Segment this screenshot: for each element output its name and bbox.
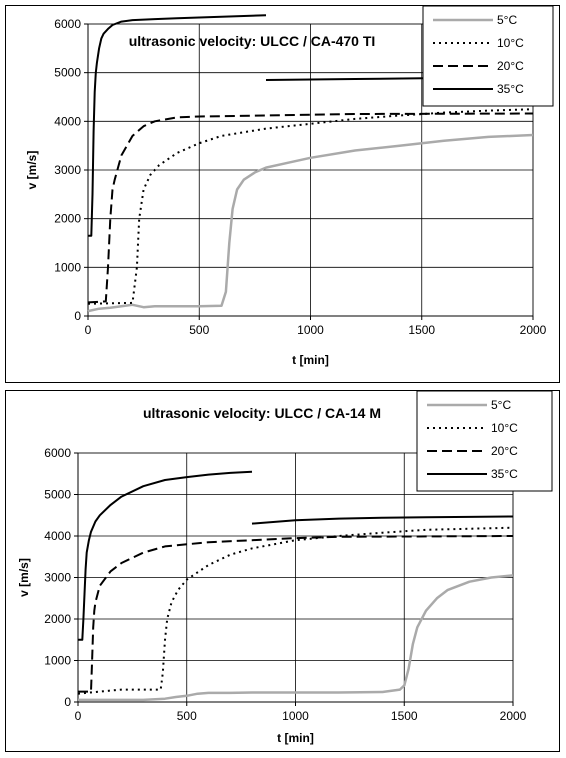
y-axis-title: v [m/s] bbox=[17, 558, 31, 597]
legend-label: 20°C bbox=[491, 444, 518, 458]
y-tick-label: 3000 bbox=[54, 163, 81, 177]
chart-panel-ca14m: 0 1000 2000 3000 4000 5000 6000 0 500 1000 1500 200… bbox=[5, 390, 560, 752]
x-axis-title: t [min] bbox=[292, 353, 329, 367]
y-tick-label: 2000 bbox=[44, 612, 71, 626]
series-line-20C bbox=[87, 112, 534, 304]
y-tick-label: 6000 bbox=[54, 17, 81, 31]
y-tick-label: 1000 bbox=[54, 260, 81, 274]
chart-title: ultrasonic velocity: ULCC / CA-14 M bbox=[143, 405, 381, 421]
x-tick-label: 1000 bbox=[282, 709, 309, 723]
y-axis-title: v [m/s] bbox=[25, 151, 39, 190]
x-tick-label: 500 bbox=[177, 709, 197, 723]
x-tick-label: 2000 bbox=[520, 323, 547, 337]
chart-svg-ca470: 0 1000 2000 3000 4000 5000 6000 0 500 1000 1500 200… bbox=[25, 6, 554, 367]
legend-label: 10°C bbox=[491, 421, 518, 435]
legend-label: 5°C bbox=[491, 398, 511, 412]
x-tick-label: 0 bbox=[75, 709, 82, 723]
y-tick-label: 5000 bbox=[44, 488, 71, 502]
x-tick-label: 0 bbox=[85, 323, 92, 337]
y-tick-label: 1000 bbox=[44, 654, 71, 668]
chart-panel-ca470: 0 1000 2000 3000 4000 5000 6000 0 500 1000 1500 200… bbox=[5, 5, 560, 383]
series-line-20C bbox=[78, 535, 514, 693]
y-tick-label: 3000 bbox=[44, 571, 71, 585]
legend-label: 35°C bbox=[491, 467, 518, 481]
legend: 5°C 10°C 20°C 35°C bbox=[416, 391, 553, 492]
series-line-5C bbox=[78, 574, 514, 702]
y-tick-label: 0 bbox=[74, 309, 81, 323]
y-tick-label: 5000 bbox=[54, 66, 81, 80]
x-tick-label: 1000 bbox=[297, 323, 324, 337]
chart-svg-ca14m: 0 1000 2000 3000 4000 5000 6000 0 500 1000 1500 200… bbox=[17, 391, 553, 745]
legend-label: 20°C bbox=[497, 59, 524, 73]
x-tick-label: 1500 bbox=[408, 323, 435, 337]
series-line-35C bbox=[78, 470, 514, 641]
legend: 5°C 10°C 20°C 35°C bbox=[422, 6, 554, 107]
y-tick-label: 0 bbox=[64, 695, 71, 709]
y-tick-label: 4000 bbox=[44, 529, 71, 543]
legend-label: 35°C bbox=[497, 82, 524, 96]
x-tick-label: 500 bbox=[189, 323, 209, 337]
chart-title: ultrasonic velocity: ULCC / CA-470 TI bbox=[129, 33, 376, 49]
legend-label: 5°C bbox=[497, 13, 517, 27]
series-line-5C bbox=[87, 133, 534, 313]
x-tick-label: 1500 bbox=[391, 709, 418, 723]
y-tick-label: 2000 bbox=[54, 212, 81, 226]
y-tick-label: 6000 bbox=[44, 446, 71, 460]
legend-label: 10°C bbox=[497, 36, 524, 50]
x-tick-label: 2000 bbox=[500, 709, 527, 723]
y-tick-label: 4000 bbox=[54, 114, 81, 128]
x-axis-title: t [min] bbox=[277, 731, 314, 745]
